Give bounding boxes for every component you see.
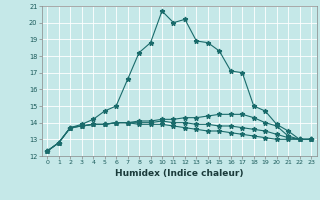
X-axis label: Humidex (Indice chaleur): Humidex (Indice chaleur) bbox=[115, 169, 244, 178]
